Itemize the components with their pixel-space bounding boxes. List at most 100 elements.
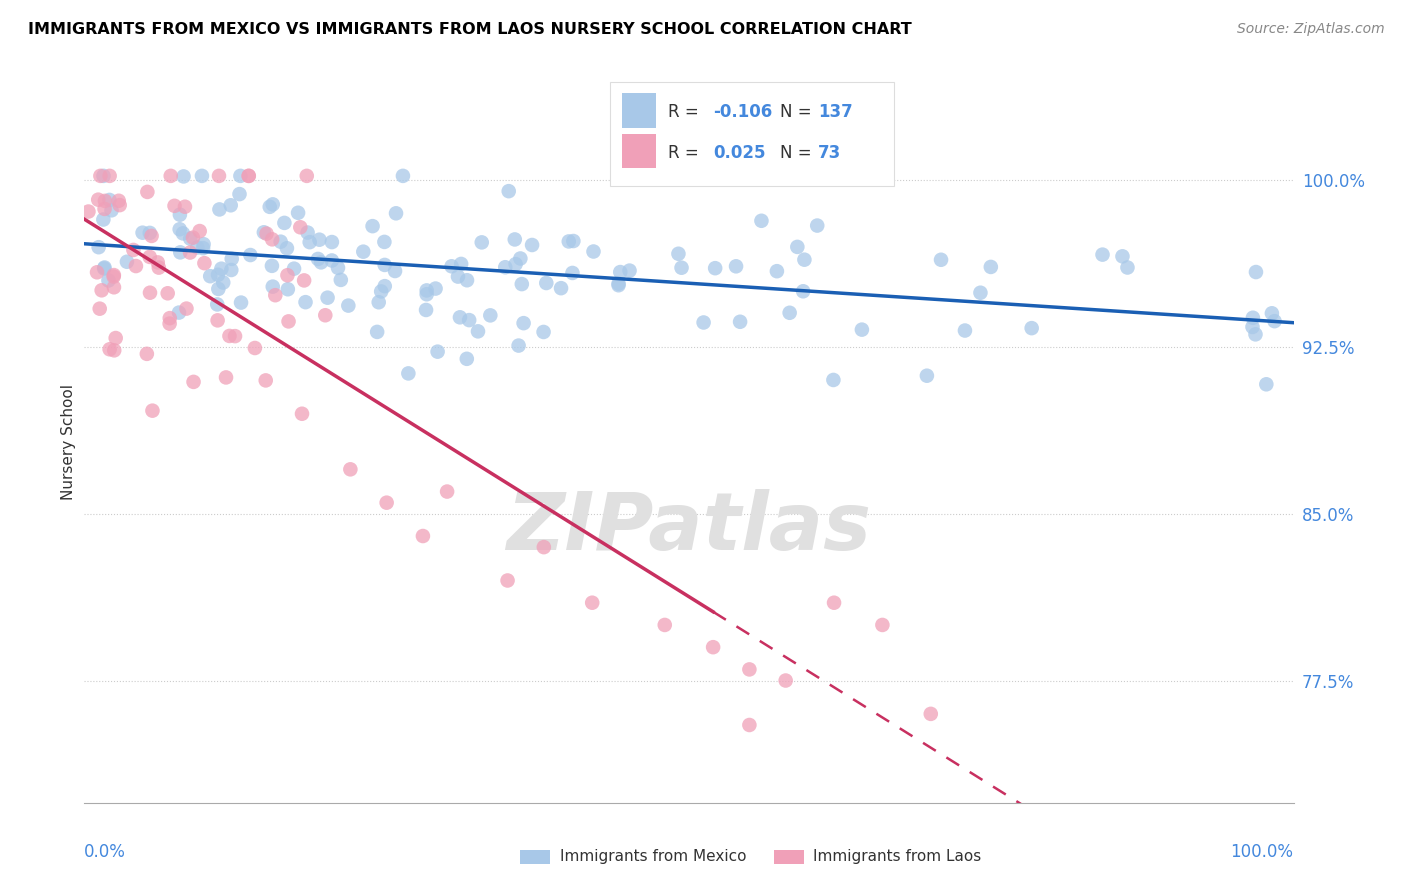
Point	[1256, 377, 1278, 392]
Point	[87, 240, 110, 254]
Point	[425, 282, 447, 296]
Point	[823, 373, 845, 387]
Point	[793, 252, 815, 267]
Point	[212, 276, 235, 290]
Point	[307, 252, 329, 266]
Point	[125, 259, 148, 273]
Text: 73: 73	[818, 144, 842, 161]
Point	[915, 368, 938, 383]
Point	[1244, 265, 1267, 279]
Point	[321, 235, 343, 249]
Point	[219, 198, 242, 212]
Point	[277, 314, 299, 328]
Point	[139, 285, 162, 300]
Point	[792, 285, 814, 299]
Point	[94, 194, 117, 208]
Point	[259, 200, 281, 214]
Point	[122, 243, 145, 257]
Point	[270, 235, 292, 249]
Point	[728, 315, 751, 329]
Point	[243, 341, 266, 355]
Point	[337, 299, 360, 313]
Point	[851, 323, 873, 337]
Point	[159, 169, 181, 183]
Point	[505, 257, 527, 271]
Point	[671, 260, 693, 275]
Point	[193, 256, 215, 270]
Point	[450, 257, 472, 271]
Point	[135, 347, 157, 361]
Point	[238, 169, 260, 183]
Point	[115, 254, 138, 268]
Text: 0.025: 0.025	[713, 144, 766, 161]
Point	[179, 245, 201, 260]
Point	[562, 234, 585, 248]
Point	[93, 212, 115, 227]
Point	[561, 266, 583, 280]
Point	[174, 200, 197, 214]
Point	[308, 233, 330, 247]
Point	[221, 252, 243, 266]
Point	[104, 331, 127, 345]
Point	[229, 295, 252, 310]
Point	[215, 370, 238, 384]
Point	[766, 264, 789, 278]
Point	[512, 316, 534, 330]
Point	[292, 273, 315, 287]
Bar	[520, 850, 550, 864]
Point	[806, 219, 828, 233]
Point	[316, 291, 339, 305]
Point	[436, 484, 458, 499]
Point	[224, 329, 246, 343]
Point	[89, 169, 111, 183]
Point	[607, 278, 630, 293]
Point	[176, 301, 198, 316]
Bar	[773, 850, 804, 864]
Point	[1244, 327, 1267, 342]
Point	[775, 673, 797, 688]
Point	[607, 277, 630, 291]
Text: R =: R =	[668, 144, 704, 161]
Point	[239, 248, 262, 262]
Point	[219, 263, 242, 277]
Point	[93, 261, 115, 276]
Point	[920, 706, 942, 721]
Point	[415, 287, 437, 301]
Point	[392, 169, 415, 183]
Point	[167, 305, 190, 319]
Point	[107, 194, 129, 208]
Point	[229, 169, 252, 183]
Point	[440, 260, 463, 274]
Point	[136, 185, 159, 199]
Point	[582, 244, 605, 259]
Point	[471, 235, 494, 250]
Point	[138, 250, 160, 264]
Point	[479, 309, 502, 323]
Point	[385, 206, 408, 220]
Point	[100, 203, 122, 218]
Point	[456, 273, 478, 287]
Point	[273, 216, 295, 230]
Point	[98, 169, 121, 183]
Point	[141, 228, 163, 243]
Point	[193, 237, 215, 252]
Point	[103, 268, 125, 282]
Point	[609, 265, 631, 279]
Point	[260, 259, 283, 273]
Point	[183, 375, 205, 389]
Point	[139, 226, 162, 240]
Point	[510, 277, 533, 291]
Text: N =: N =	[780, 144, 817, 161]
Point	[969, 285, 991, 300]
Point	[533, 540, 555, 554]
Point	[702, 640, 724, 655]
Point	[1116, 260, 1139, 275]
Point	[1241, 310, 1264, 325]
Point	[1021, 321, 1043, 335]
Text: 137: 137	[818, 103, 853, 121]
Text: Source: ZipAtlas.com: Source: ZipAtlas.com	[1237, 22, 1385, 37]
Point	[494, 260, 516, 275]
Point	[207, 297, 229, 311]
Point	[207, 282, 229, 296]
Point	[692, 316, 714, 330]
